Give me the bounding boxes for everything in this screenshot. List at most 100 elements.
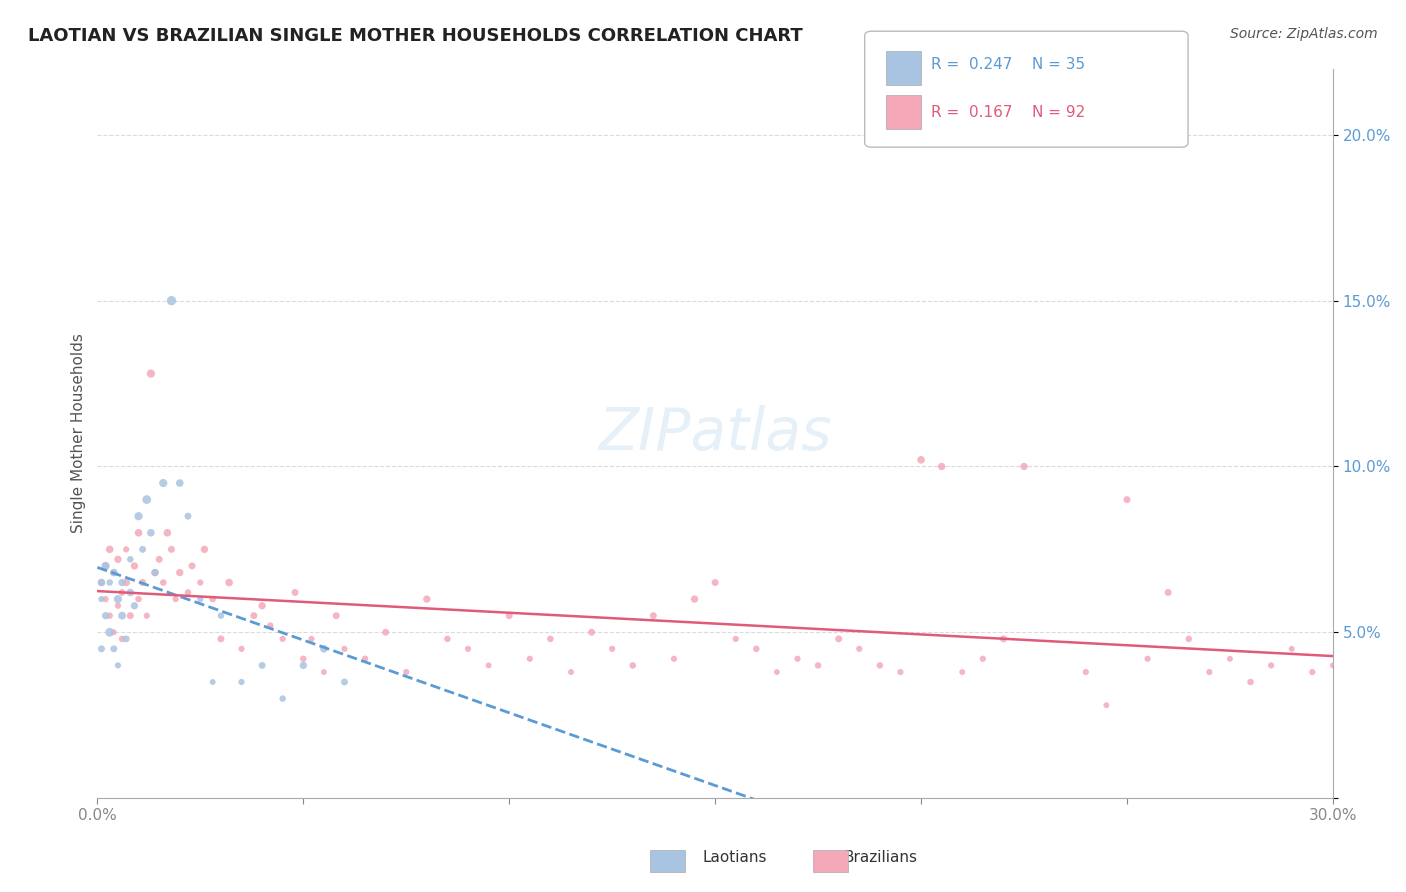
Point [786,652,808,666]
Text: Brazilians: Brazilians [844,850,918,865]
Point [128,525,150,540]
Point [416,592,439,607]
Point [292,658,315,673]
Point [94,608,117,623]
Text: Source: ZipAtlas.com: Source: ZipAtlas.com [1230,27,1378,41]
Point [148,552,170,566]
Point [120,552,142,566]
Point [931,459,953,474]
Point [193,542,215,557]
Point [103,625,125,640]
Point [124,558,146,573]
Point [169,566,191,580]
Point [231,675,253,690]
Point [766,665,789,679]
Point [103,566,125,580]
Point [683,592,706,607]
Point [181,558,204,573]
Point [395,665,418,679]
Point [124,599,146,613]
Point [152,476,174,491]
Point [1198,665,1220,679]
Point [1281,641,1303,656]
Point [1136,652,1159,666]
Point [1095,698,1118,713]
Point [111,608,134,623]
Point [724,632,747,646]
Point [115,632,138,646]
Point [662,652,685,666]
Text: LAOTIAN VS BRAZILIAN SINGLE MOTHER HOUSEHOLDS CORRELATION CHART: LAOTIAN VS BRAZILIAN SINGLE MOTHER HOUSE… [28,27,803,45]
Point [643,608,665,623]
Point [111,632,134,646]
Point [1219,652,1241,666]
Point [250,658,273,673]
Point [107,552,129,566]
Point [94,592,117,607]
Point [243,608,266,623]
Point [107,592,129,607]
Y-axis label: Single Mother Households: Single Mother Households [72,334,86,533]
Point [111,575,134,590]
Point [325,608,347,623]
Point [201,675,224,690]
Point [209,608,232,623]
Point [581,625,603,640]
Point [436,632,458,646]
Point [156,525,179,540]
Point [90,575,112,590]
Point [115,575,138,590]
Point [115,542,138,557]
Point [98,575,121,590]
Point [292,652,315,666]
Point [1343,665,1365,679]
Point [312,665,335,679]
Point [103,566,125,580]
Point [333,675,356,690]
Point [131,542,153,557]
Point [120,585,142,599]
Point [333,641,356,656]
Text: Laotians: Laotians [703,850,768,865]
Point [354,652,377,666]
Point [143,566,166,580]
Point [90,641,112,656]
Point [1260,658,1282,673]
Point [250,599,273,613]
Point [152,575,174,590]
Point [111,585,134,599]
Point [910,452,932,467]
Point [301,632,323,646]
Point [98,625,121,640]
Point [519,652,541,666]
Point [312,641,335,656]
Point [165,592,187,607]
Point [107,599,129,613]
Point [807,658,830,673]
Point [209,632,232,646]
Point [271,691,294,706]
Point [160,542,183,557]
Point [160,293,183,308]
Point [177,509,200,524]
Point [993,632,1015,646]
Point [1012,459,1035,474]
Point [107,658,129,673]
Point [231,641,253,656]
Point [177,585,200,599]
Point [128,509,150,524]
Point [889,665,911,679]
Point [188,575,211,590]
Point [103,641,125,656]
Point [745,641,768,656]
Point [218,575,240,590]
Point [1177,632,1199,646]
Point [950,665,973,679]
Point [1116,492,1139,507]
Point [259,618,281,632]
Text: ZIPatlas: ZIPatlas [599,405,832,462]
Point [139,525,162,540]
Point [478,658,501,673]
Point [1157,585,1180,599]
Point [94,558,117,573]
